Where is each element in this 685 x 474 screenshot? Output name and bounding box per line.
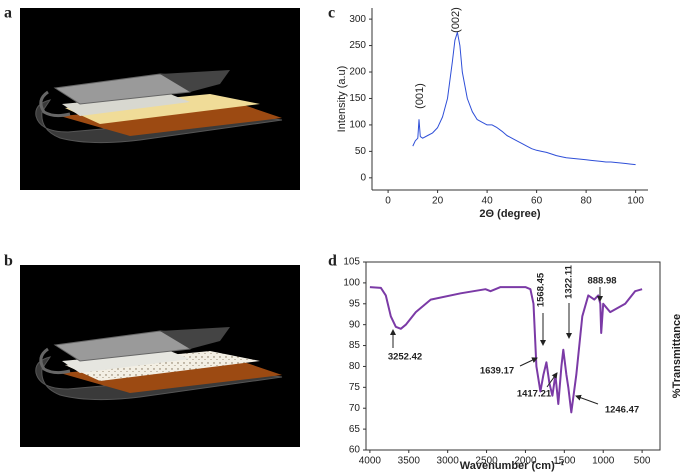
peak-label: 1322.11 [564,264,575,299]
peak-label: 1639.17 [480,366,514,377]
peak-label: 888.98 [587,276,616,287]
y-tick-label: 80 [349,361,361,372]
y-tick-label: 85 [349,340,361,351]
x-tick-label: 80 [581,196,593,207]
y-tick-label: 60 [349,445,361,456]
panel-label: d [328,253,337,270]
peak-arrow [575,394,599,405]
y-tick-label: 200 [349,67,366,78]
y-tick-label: 50 [355,146,367,157]
x-tick-label: 20 [432,196,444,207]
data-line [369,286,643,414]
peak-label: (001) [414,83,426,109]
x-tick-label: 4000 [359,456,382,467]
y-tick-label: 250 [349,40,366,51]
peak-label: (002) [450,7,462,33]
peak-label: 1568.45 [536,272,547,307]
peak-label: 1246.47 [605,405,639,416]
x-tick-label: 100 [627,196,644,207]
y-tick-label: 0 [360,172,366,183]
data-line [412,31,636,166]
y-tick-label: 150 [349,93,366,104]
x-axis-label: 2Θ (degree) [479,208,540,220]
peak-label: 3252.42 [388,352,422,363]
y-tick-label: 300 [349,14,366,25]
panel-label: b [4,253,13,270]
y-axis-label: Intensity (a.u) [336,66,348,133]
x-tick-label: 2000 [514,456,537,467]
x-tick-label: 1500 [553,456,576,467]
y-tick-label: 75 [349,382,361,393]
y-tick-label: 100 [343,278,360,289]
x-tick-label: 2500 [475,456,498,467]
y-tick-label: 95 [349,298,361,309]
peak-arrow [546,372,558,388]
y-tick-label: 100 [349,120,366,131]
x-tick-label: 3500 [398,456,421,467]
panel-label: a [4,5,12,22]
plot-frame [365,261,661,451]
x-axis-label: Wavenumber (cm)⁻¹ [460,460,565,472]
panel-label: c [328,5,335,22]
x-tick-label: 500 [634,456,651,467]
y-axis-label: %Transmittance [671,314,683,398]
battery-render-a [20,8,300,190]
x-tick-label: 0 [385,196,391,207]
battery-render-b [20,265,300,447]
x-tick-label: 40 [482,196,494,207]
y-tick-label: 105 [343,257,360,268]
x-tick-label: 1000 [592,456,615,467]
y-tick-label: 65 [349,424,361,435]
peak-arrow [519,357,538,367]
peak-label: 1417.21 [517,389,552,400]
y-tick-label: 70 [349,403,361,414]
y-tick-label: 90 [349,319,361,330]
x-tick-label: 60 [531,196,543,207]
x-tick-label: 3000 [437,456,460,467]
